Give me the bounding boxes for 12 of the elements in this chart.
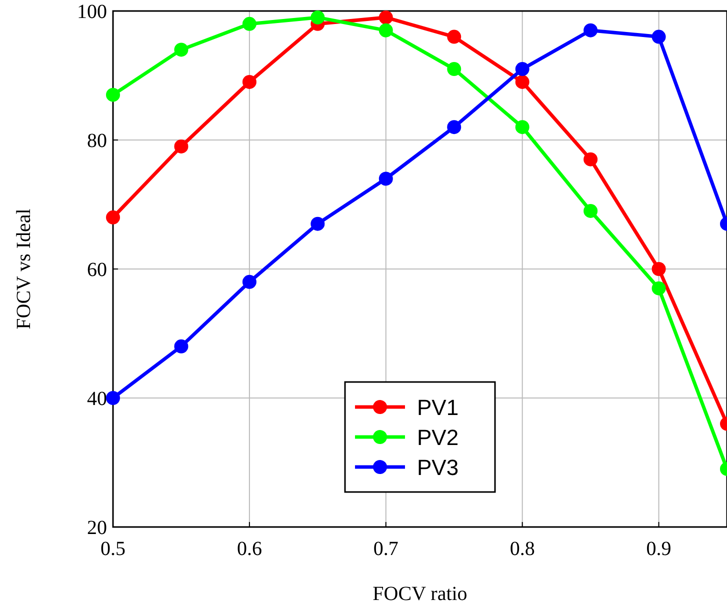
y-tick-label: 60 — [87, 259, 107, 281]
x-tick-label: 0.8 — [510, 538, 535, 560]
y-tick-label: 80 — [87, 130, 107, 152]
y-tick-label: 100 — [77, 1, 107, 23]
y-axis-title: FOCV vs Ideal — [13, 208, 35, 330]
x-tick-label: 0.9 — [646, 538, 672, 560]
x-axis-title: FOCV ratio — [372, 583, 468, 605]
x-tick-label: 0.7 — [373, 538, 398, 560]
y-tick-label: 20 — [87, 517, 107, 539]
y-tick-label: 40 — [87, 388, 107, 410]
x-tick-label: 0.5 — [100, 538, 126, 560]
x-tick-label: 0.6 — [236, 538, 262, 560]
